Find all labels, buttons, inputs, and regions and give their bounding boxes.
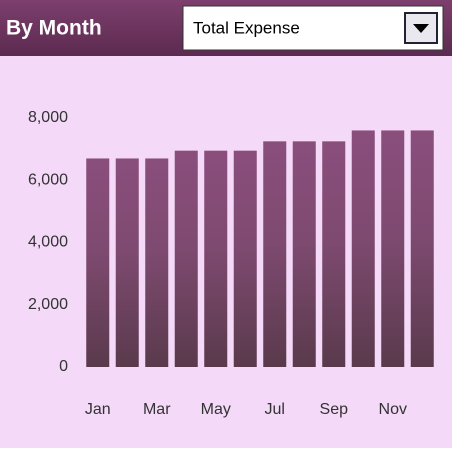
dropdown-text[interactable]: Total Expense <box>193 18 300 37</box>
bar <box>263 141 287 367</box>
x-tick-label: Jan <box>85 401 111 418</box>
y-tick-label: 4,000 <box>28 234 68 251</box>
y-tick-label: 0 <box>59 358 68 375</box>
x-tick-label: Sep <box>320 401 349 418</box>
header-title: By Month <box>6 17 102 40</box>
bar <box>410 130 434 367</box>
dropdown[interactable]: Total Expense <box>182 5 444 51</box>
dropdown-box[interactable] <box>182 5 444 51</box>
bar <box>322 141 346 367</box>
x-tick-label: Mar <box>143 401 171 418</box>
bar <box>174 150 198 367</box>
bar <box>204 150 228 367</box>
bar <box>86 158 110 367</box>
x-tick-label: May <box>201 401 231 418</box>
x-tick-label: Jul <box>265 401 285 418</box>
bar <box>381 130 405 367</box>
x-tick-label: Nov <box>379 401 407 418</box>
y-tick-label: 2,000 <box>28 296 68 313</box>
bar <box>351 130 375 367</box>
y-tick-label: 6,000 <box>28 171 68 188</box>
y-tick-label: 8,000 <box>28 109 68 126</box>
bar <box>233 150 257 367</box>
bar <box>145 158 169 367</box>
dropdown-arrow <box>413 24 429 33</box>
bar <box>292 141 316 367</box>
bar <box>115 158 139 367</box>
